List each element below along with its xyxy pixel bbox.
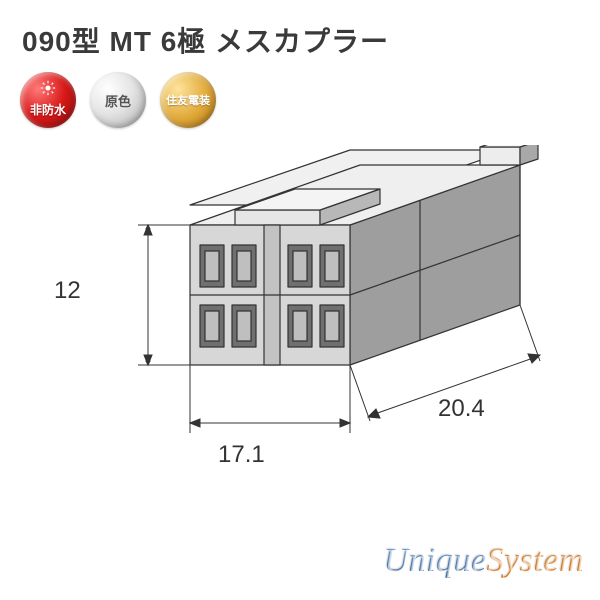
badge-row: 非防水 原色 住友電装 [20,72,216,128]
badge-waterproof-label: 非防水 [30,101,66,118]
badge-maker-label: 住友電装 [166,92,210,108]
dim-width: 17.1 [218,441,265,469]
badge-waterproof: 非防水 [20,72,76,128]
badge-maker: 住友電装 [160,72,216,128]
product-diagram: 12 17.1 20.4 [40,145,560,505]
page-title: 090型 MT 6極 メスカプラー [22,20,389,60]
watermark-part2: System [487,542,584,579]
sun-icon [40,80,56,96]
badge-color-label: 原色 [105,91,131,110]
dim-depth: 20.4 [438,395,485,423]
watermark-part1: Unique [383,542,486,579]
badge-color: 原色 [90,72,146,128]
dim-height: 12 [54,277,81,305]
watermark-logo: UniqueSystem [383,542,584,580]
